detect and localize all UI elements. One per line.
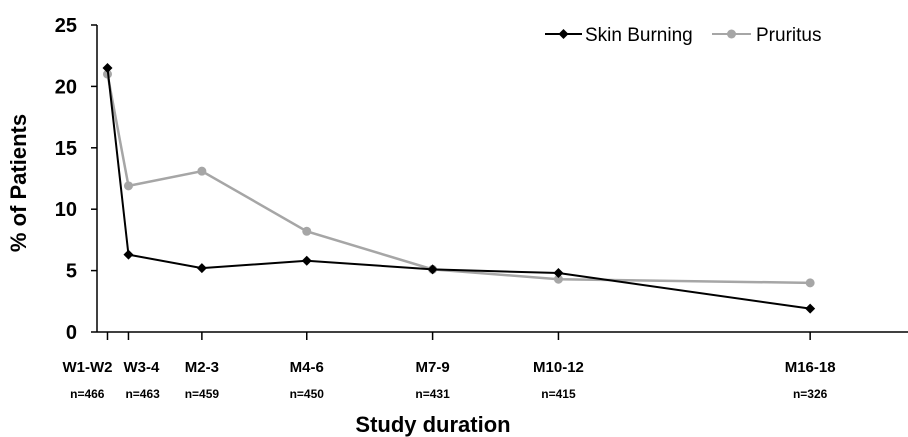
series-layer (102, 62, 816, 314)
y-tick-label: 25 (55, 15, 77, 37)
skin-burning-point (102, 62, 113, 73)
x-axis-title: Study duration (355, 412, 510, 437)
axes (96, 25, 908, 333)
skin-burning-point (553, 268, 564, 279)
x-tick-label: M4-6 (290, 359, 324, 376)
legend-marker-pruritus (727, 29, 736, 39)
y-tick-label: 10 (55, 199, 77, 221)
x-tick-label: W1-W2 (62, 359, 112, 376)
sample-size-label: n=326 (793, 387, 828, 401)
skin-burning-point (196, 263, 207, 274)
x-tick-label: M7-9 (416, 359, 450, 376)
legend-marker-skin-burning (558, 29, 569, 39)
skin-burning-point (301, 255, 312, 266)
y-ticks: 0 5 10 15 20 25 (55, 15, 97, 344)
pruritus-point (197, 166, 207, 176)
sample-size-label: n=431 (415, 387, 450, 401)
sample-size-label: n=463 (125, 387, 160, 401)
sample-size-label: n=450 (290, 387, 325, 401)
pruritus-point (553, 274, 563, 284)
pruritus-point (123, 181, 133, 191)
x-tick-label: W3-4 (123, 359, 159, 376)
skin-burning-point (427, 264, 438, 275)
sample-size-label: n=459 (185, 387, 220, 401)
legend-label-skin-burning: Skin Burning (585, 25, 693, 46)
skin-burning-point (123, 249, 134, 260)
legend-label-pruritus: Pruritus (756, 25, 821, 46)
pruritus-point (805, 278, 815, 288)
y-tick-label: 5 (66, 261, 77, 283)
y-tick-label: 0 (66, 322, 77, 344)
y-tick-label: 20 (55, 76, 77, 98)
x-ticks: W1-W2 n=466 W3-4 n=463 M2-3 n=459 M4-6 n=450 M7-… (62, 332, 836, 401)
sample-size-label: n=415 (541, 387, 576, 401)
skin-burning-point (805, 303, 816, 314)
x-tick-label: M2-3 (185, 359, 219, 376)
legend: Skin Burning Pruritus (545, 25, 821, 46)
y-axis-title: % of Patients (6, 114, 31, 252)
x-tick-label: M10-12 (533, 359, 584, 376)
y-tick-label: 15 (55, 138, 77, 160)
pruritus-line (106, 73, 811, 285)
x-tick-label: M16-18 (785, 359, 836, 376)
sample-size-label: n=466 (70, 387, 105, 401)
pruritus-point (302, 226, 312, 236)
